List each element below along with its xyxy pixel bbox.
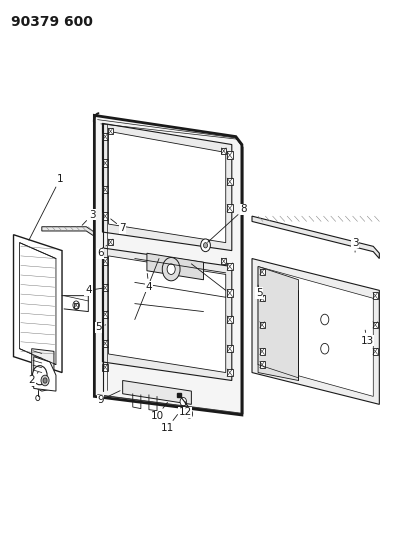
Polygon shape <box>103 248 232 381</box>
Bar <box>103 213 108 220</box>
Bar <box>103 133 108 140</box>
Circle shape <box>186 410 193 418</box>
Circle shape <box>321 343 329 354</box>
Bar <box>260 295 265 302</box>
Bar <box>227 205 233 212</box>
Polygon shape <box>42 227 94 236</box>
Bar <box>227 316 233 323</box>
Bar <box>103 284 108 292</box>
Bar <box>103 340 108 347</box>
Polygon shape <box>123 381 191 405</box>
Bar <box>260 361 265 368</box>
Circle shape <box>43 378 47 383</box>
Circle shape <box>33 366 47 385</box>
Bar <box>227 263 233 270</box>
Bar <box>227 345 233 352</box>
Circle shape <box>167 264 175 274</box>
Polygon shape <box>109 256 226 373</box>
Text: 5: 5 <box>256 285 263 298</box>
Text: 4: 4 <box>85 285 103 295</box>
Bar <box>103 311 108 318</box>
Circle shape <box>204 243 208 248</box>
Circle shape <box>162 257 180 281</box>
Text: 2: 2 <box>28 372 38 385</box>
Text: 1: 1 <box>29 174 63 240</box>
Circle shape <box>41 375 49 386</box>
Polygon shape <box>34 357 56 391</box>
Polygon shape <box>258 266 298 381</box>
Bar <box>108 128 113 134</box>
Bar <box>260 348 265 354</box>
Text: 3: 3 <box>82 209 96 225</box>
Circle shape <box>73 301 79 310</box>
Circle shape <box>201 239 210 252</box>
Bar <box>373 348 378 354</box>
Text: 4: 4 <box>146 273 152 292</box>
Polygon shape <box>32 349 54 391</box>
Circle shape <box>180 398 186 406</box>
Bar <box>103 364 108 371</box>
Bar <box>74 303 78 308</box>
Polygon shape <box>13 235 62 373</box>
Text: 7: 7 <box>111 219 126 233</box>
Bar <box>227 369 233 376</box>
Polygon shape <box>20 243 56 365</box>
Text: 6: 6 <box>97 245 107 259</box>
Polygon shape <box>103 123 232 251</box>
Polygon shape <box>147 253 204 280</box>
Polygon shape <box>252 259 379 405</box>
Bar <box>227 178 233 185</box>
Text: 10: 10 <box>151 402 167 421</box>
Polygon shape <box>252 216 379 259</box>
Bar <box>221 148 226 154</box>
Polygon shape <box>109 131 226 243</box>
Circle shape <box>321 314 329 325</box>
Bar <box>103 159 108 167</box>
Text: 13: 13 <box>361 330 374 346</box>
Bar <box>260 321 265 328</box>
Text: 5: 5 <box>95 322 106 333</box>
Bar <box>103 186 108 193</box>
Bar <box>373 293 378 299</box>
Text: 90379 600: 90379 600 <box>11 14 93 29</box>
Bar <box>260 269 265 275</box>
Text: 8: 8 <box>208 204 247 243</box>
Bar <box>373 321 378 328</box>
Bar <box>221 258 226 264</box>
Bar <box>227 151 233 159</box>
Bar <box>108 239 113 245</box>
Bar <box>103 257 108 265</box>
Bar <box>227 289 233 297</box>
Polygon shape <box>94 115 242 415</box>
Text: 12: 12 <box>179 402 192 417</box>
Text: 3: 3 <box>352 238 359 252</box>
Text: 11: 11 <box>160 415 177 433</box>
Polygon shape <box>258 266 373 397</box>
Text: 9: 9 <box>97 391 120 405</box>
